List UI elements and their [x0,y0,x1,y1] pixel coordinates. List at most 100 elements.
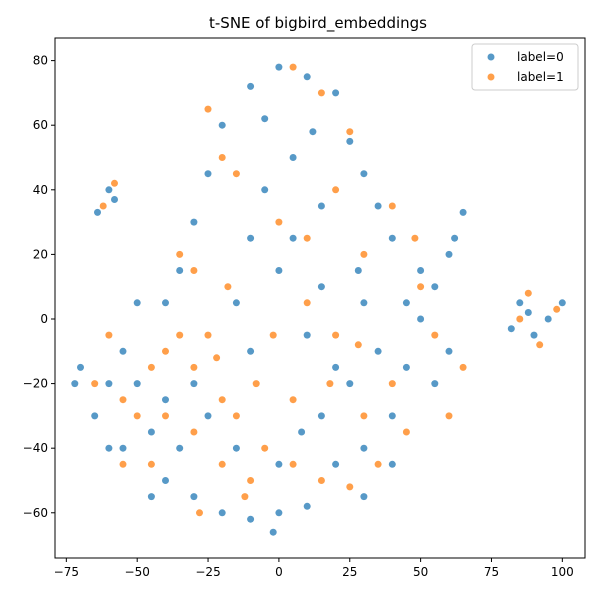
point-0-54 [507,325,515,333]
point-1-21 [289,63,297,71]
point-0-43 [360,299,368,307]
point-0-12 [332,460,340,468]
y-tick-label: −60 [23,506,48,520]
x-tick-label: 100 [551,565,574,579]
point-1-54 [354,341,362,349]
point-0-55 [524,309,532,316]
x-tick-label: 50 [413,565,428,579]
y-axis: −60 −40 −20 0 20 40 60 80 [23,54,55,520]
point-1-31 [459,363,467,371]
point-1-22 [252,380,260,388]
point-0-64 [71,380,79,388]
point-0-23 [346,137,354,145]
point-1-58 [224,283,232,291]
legend: label=0 label=1 [471,43,579,91]
point-1-17 [303,234,311,242]
x-tick-label: 25 [342,565,357,579]
y-tick-label: −20 [23,377,48,391]
point-0-47 [261,186,269,194]
point-1-36 [360,250,368,258]
y-tick-label: 80 [33,54,48,68]
point-0-31 [176,267,184,274]
point-0-37 [176,444,184,452]
point-0-71 [417,267,425,274]
point-1-14 [204,105,212,113]
point-1-42 [190,428,198,436]
point-0-48 [289,154,297,161]
point-0-60 [360,493,368,501]
point-0-20 [388,234,396,242]
x-axis: −75 −50 −25 0 25 50 75 100 [54,558,574,579]
point-1-13 [218,154,226,161]
point-0-70 [402,299,410,307]
point-0-40 [317,412,325,420]
point-0-59 [388,460,396,468]
point-0-10 [275,509,283,517]
y-tick-label: 20 [33,247,48,261]
point-0-77 [232,299,240,307]
point-0-53 [558,299,566,307]
point-0-24 [332,89,340,97]
point-1-52 [196,509,203,517]
point-0-75 [261,115,269,123]
point-0-14 [388,412,396,420]
point-1-39 [269,331,277,339]
point-0-56 [459,208,467,216]
point-1-35 [388,202,396,210]
point-0-46 [247,234,255,242]
chart-title: t-SNE of bigbird_embeddings [209,14,427,33]
point-1-9 [133,412,141,420]
point-0-33 [133,299,141,307]
point-1-12 [176,250,184,258]
point-0-58 [431,380,439,388]
point-0-13 [360,444,368,452]
point-1-57 [374,460,382,468]
point-1-15 [232,170,240,178]
point-1-24 [289,460,297,468]
legend-marker-label-1 [487,73,495,81]
point-1-34 [411,234,419,242]
point-1-53 [241,493,249,501]
x-tick-label: −25 [195,565,220,579]
point-0-36 [119,444,127,452]
point-1-5 [218,396,226,404]
point-0-0 [105,186,113,194]
point-0-9 [247,515,255,523]
point-1-51 [162,412,169,420]
point-0-66 [190,380,198,388]
point-0-50 [516,299,524,307]
point-0-5 [147,428,155,436]
point-1-50 [119,396,127,404]
point-1-30 [445,412,453,420]
point-0-3 [119,347,127,355]
point-1-47 [524,289,532,297]
point-1-28 [388,380,396,388]
point-1-0 [99,202,107,210]
point-0-67 [247,347,255,355]
point-1-7 [204,331,212,339]
point-0-34 [91,412,99,420]
point-0-73 [204,412,212,420]
point-0-57 [445,347,453,355]
point-1-38 [303,299,311,307]
point-0-11 [303,502,311,510]
point-0-16 [417,315,425,323]
point-1-18 [332,186,340,194]
point-0-22 [360,170,368,178]
point-1-37 [332,331,340,339]
legend-entry-label-0: label=0 [517,50,564,64]
point-0-74 [162,396,169,404]
point-0-8 [218,509,226,517]
y-tick-label: 0 [40,312,48,326]
point-1-19 [346,128,354,136]
point-1-44 [516,315,524,323]
point-1-48 [105,331,113,339]
point-0-35 [77,363,84,371]
point-1-27 [360,412,368,420]
point-1-25 [317,477,325,484]
point-0-62 [147,493,155,501]
legend-entry-label-1: label=1 [517,70,564,84]
point-0-63 [105,444,113,452]
point-1-32 [431,331,439,339]
